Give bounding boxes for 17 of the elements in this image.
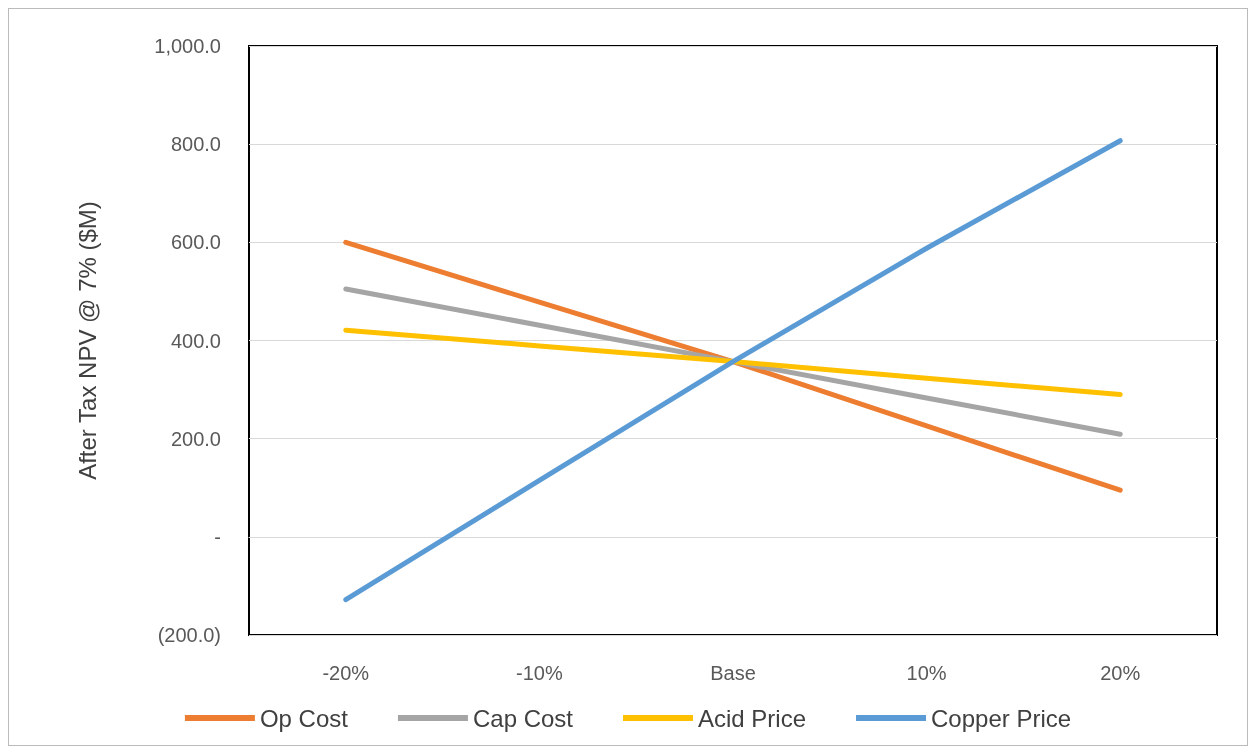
legend-label: Cap Cost [472, 704, 574, 732]
y-tick-label: (200.0) [157, 624, 221, 646]
legend-label: Op Cost [259, 704, 349, 732]
y-tick-label: 800.0 [170, 133, 221, 156]
x-tick-label: 20% [1100, 662, 1141, 684]
y-tick-label: 1,000.0 [154, 35, 221, 57]
y-tick-label: 400.0 [170, 329, 221, 352]
y-tick-label: - [214, 525, 221, 548]
x-tick-label: Base [710, 662, 756, 684]
legend-label: Copper Price [931, 704, 1072, 732]
legend-label: Acid Price [697, 704, 807, 732]
x-tick-label: -10% [516, 662, 563, 684]
y-tick-label: 200.0 [170, 427, 221, 450]
x-tick-label: -20% [322, 662, 370, 684]
y-axis-title: After Tax NPV @ 7% ($M) [73, 201, 101, 480]
x-tick-label: 10% [906, 662, 947, 684]
y-tick-label: 600.0 [170, 231, 221, 254]
